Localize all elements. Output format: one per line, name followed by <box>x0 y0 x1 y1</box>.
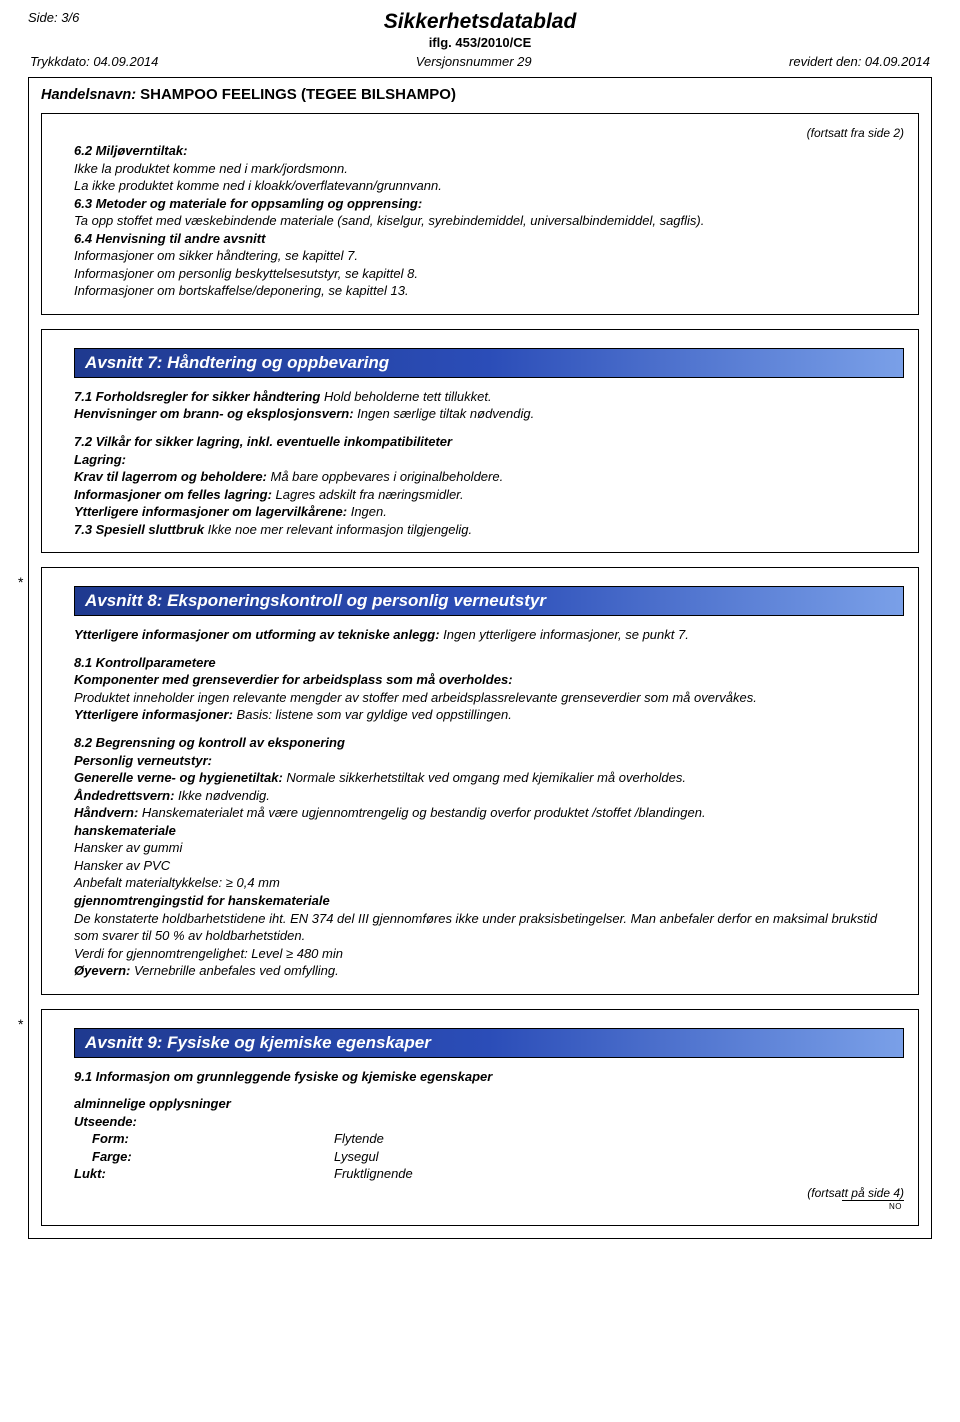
s7-t8b: Ikke noe mer relevant informasjon tilgje… <box>208 522 472 537</box>
s8-t4: 8.2 Begrensning og kontroll av eksponeri… <box>74 735 345 750</box>
main-frame: Handelsnavn: SHAMPOO FEELINGS (TEGEE BIL… <box>28 77 932 1239</box>
continued-from: (fortsatt fra side 2) <box>74 126 904 140</box>
s8-t3a: Ytterligere informasjoner: <box>74 707 237 722</box>
section-8-frame: * Avsnitt 8: Eksponeringskontroll og per… <box>41 567 919 994</box>
s8-t5: Personlig verneutstyr: <box>74 753 212 768</box>
s7-t4: Lagring: <box>74 452 126 467</box>
lukt-label: Lukt: <box>74 1165 334 1183</box>
divider <box>842 1200 904 1201</box>
header-top: Side: 3/6 Sikkerhetsdatablad iflg. 453/2… <box>28 10 932 50</box>
s8-l1b: Ingen ytterligere informasjoner, se punk… <box>443 627 689 642</box>
s8-t6a: Generelle verne- og hygienetiltak: <box>74 770 286 785</box>
s7-t5a: Krav til lagerrom og beholdere: <box>74 469 271 484</box>
product-line: Handelsnavn: SHAMPOO FEELINGS (TEGEE BIL… <box>41 86 919 103</box>
s8-t3b: Basis: listene som var gyldige ved oppst… <box>237 707 512 722</box>
meta-row: Trykkdato: 04.09.2014 Versjonsnummer 29 … <box>28 54 932 69</box>
s8-l7: Verdi for gjennomtrengelighet: Level ≥ 4… <box>74 945 904 963</box>
properties-block: Utseende: Form: Flytende Farge: Lysegul … <box>74 1113 904 1183</box>
form-value: Flytende <box>334 1130 904 1148</box>
s7-t6a: Informasjoner om felles lagring: <box>74 487 276 502</box>
farge-value: Lysegul <box>334 1148 904 1166</box>
print-date: Trykkdato: 04.09.2014 <box>30 54 158 69</box>
s8-l3: Hansker av gummi <box>74 839 904 857</box>
s6-l4: Informasjoner om sikker håndtering, se k… <box>74 247 904 265</box>
country-tag: NO <box>74 1202 904 1211</box>
s7-t7b: Ingen. <box>351 504 387 519</box>
section-9-frame: * Avsnitt 9: Fysiske og kjemiske egenska… <box>41 1009 919 1226</box>
s6-h3: 6.4 Henvisning til andre avsnitt <box>74 231 265 246</box>
s8-l2: Produktet inneholder ingen relevante men… <box>74 689 904 707</box>
s6-l1: Ikke la produktet komme ned i mark/jords… <box>74 160 904 178</box>
s8-t8a: Håndvern: <box>74 805 142 820</box>
section-7-frame: Avsnitt 7: Håndtering og oppbevaring 7.1… <box>41 329 919 553</box>
s8-t8b: Hanskematerialet må være ugjennomtrengel… <box>142 805 706 820</box>
s6-l6: Informasjoner om bortskaffelse/deponerin… <box>74 282 904 300</box>
section-6-frame: (fortsatt fra side 2) 6.2 Miljøverntilta… <box>41 113 919 315</box>
section-8-title: Avsnitt 8: Eksponeringskontroll og perso… <box>74 586 904 616</box>
product-label: Handelsnavn: <box>41 87 140 103</box>
s8-t6b: Normale sikkerhetstiltak ved omgang med … <box>286 770 686 785</box>
s7-t6b: Lagres adskilt fra næringsmidler. <box>276 487 464 502</box>
product-name: SHAMPOO FEELINGS (TEGEE BILSHAMPO) <box>140 86 456 103</box>
version-number: Versjonsnummer 29 <box>416 54 532 69</box>
s8-t10: gjennomtrengingstid for hanskemateriale <box>74 893 330 908</box>
s7-t5b: Må bare oppbevares i originalbeholdere. <box>271 469 504 484</box>
s9-t2: alminnelige opplysninger <box>74 1096 231 1111</box>
revised-date: revidert den: 04.09.2014 <box>789 54 930 69</box>
s8-l6: De konstaterte holdbarhetstidene iht. EN… <box>74 910 904 945</box>
s8-t11b: Vernebrille anbefales ved omfylling. <box>134 963 339 978</box>
doc-subtitle: iflg. 453/2010/CE <box>208 35 752 50</box>
s7-t8a: 7.3 Spesiell sluttbruk <box>74 522 208 537</box>
utseende-label: Utseende: <box>74 1113 334 1131</box>
s8-t1: 8.1 Kontrollparametere <box>74 655 216 670</box>
continued-to: (fortsatt på side 4) <box>74 1186 904 1200</box>
s8-t7b: Ikke nødvendig. <box>178 788 270 803</box>
s7-t1a: 7.1 Forholdsregler for sikker håndtering <box>74 389 324 404</box>
s8-t2: Komponenter med grenseverdier for arbeid… <box>74 672 513 687</box>
s6-h1: 6.2 Miljøverntiltak: <box>74 143 187 158</box>
s9-t1: 9.1 Informasjon om grunnleggende fysiske… <box>74 1069 492 1084</box>
s6-h2: 6.3 Metoder og materiale for oppsamling … <box>74 196 422 211</box>
s6-l5: Informasjoner om personlig beskyttelsesu… <box>74 265 904 283</box>
s6-l2: La ikke produktet komme ned i kloakk/ove… <box>74 177 904 195</box>
s7-t1b: Hold beholderne tett tillukket. <box>324 389 492 404</box>
s7-t7a: Ytterligere informasjoner om lagervilkår… <box>74 504 351 519</box>
s8-l1a: Ytterligere informasjoner om utforming a… <box>74 627 443 642</box>
asterisk-icon: * <box>18 1016 23 1032</box>
s6-l3: Ta opp stoffet med væskebindende materia… <box>74 212 904 230</box>
section-9-title: Avsnitt 9: Fysiske og kjemiske egenskape… <box>74 1028 904 1058</box>
asterisk-icon: * <box>18 574 23 590</box>
form-label: Form: <box>74 1130 334 1148</box>
lukt-value: Fruktlignende <box>334 1165 904 1183</box>
s8-t11a: Øyevern: <box>74 963 134 978</box>
s8-t7a: Åndedrettsvern: <box>74 788 178 803</box>
section-7-title: Avsnitt 7: Håndtering og oppbevaring <box>74 348 904 378</box>
s8-t9: hanskemateriale <box>74 823 176 838</box>
farge-label: Farge: <box>74 1148 334 1166</box>
s7-t2b: Ingen særlige tiltak nødvendig. <box>357 406 534 421</box>
doc-title: Sikkerhetsdatablad <box>208 10 752 34</box>
s8-l4: Hansker av PVC <box>74 857 904 875</box>
s8-l5: Anbefalt materialtykkelse: ≥ 0,4 mm <box>74 874 904 892</box>
doc-title-block: Sikkerhetsdatablad iflg. 453/2010/CE <box>208 10 752 50</box>
s7-t2a: Henvisninger om brann- og eksplosjonsver… <box>74 406 357 421</box>
s7-t3: 7.2 Vilkår for sikker lagring, inkl. eve… <box>74 434 452 449</box>
page-number: Side: 3/6 <box>28 10 208 25</box>
